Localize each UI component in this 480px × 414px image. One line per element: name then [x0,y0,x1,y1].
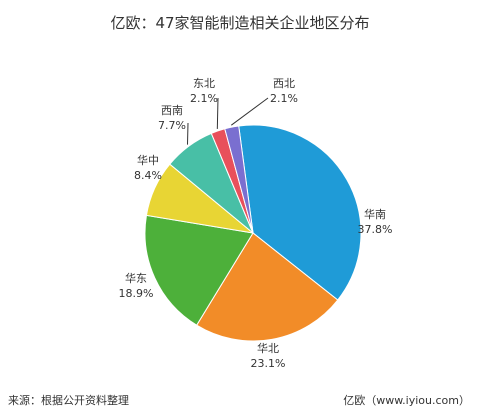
slice-value-2: 18.9% [119,287,154,300]
slice-label-4: 西南 [161,104,183,117]
pie-slice-1 [196,232,339,342]
credit-note: 亿欧（www.iyiou.com） [343,394,470,407]
slice-label-1: 华北 [257,341,279,355]
pie-slices [144,124,362,342]
pie-slice-6 [224,125,254,234]
leader-line-4 [186,122,189,145]
slice-value-0: 37.8% [358,223,393,236]
pie-slice-0 [238,124,362,301]
leader-line-5 [216,97,219,129]
chart-title: 亿欧：47家智能制造相关企业地区分布 [110,14,370,32]
slice-value-3: 8.4% [134,169,162,182]
source-note: 来源：根据公开资料整理 [8,394,129,407]
pie-labels: 华南 37.8% 华北 23.1% 华东 18.9% 华中 8.4% 西南 7.7% 东北 2.1% 西… [119,77,393,370]
leader-line-6 [231,97,269,126]
slice-label-0: 华南 [364,207,386,221]
slice-label-6: 西北 [273,77,295,90]
slice-value-1: 23.1% [251,357,286,370]
slice-label-3: 华中 [137,153,159,167]
slice-label-5: 东北 [193,77,215,90]
slice-value-6: 2.1% [270,92,298,105]
slice-label-2: 华东 [125,271,147,285]
slice-value-4: 7.7% [158,119,186,132]
pie-slice-2 [144,214,254,326]
slice-value-5: 2.1% [190,92,218,105]
